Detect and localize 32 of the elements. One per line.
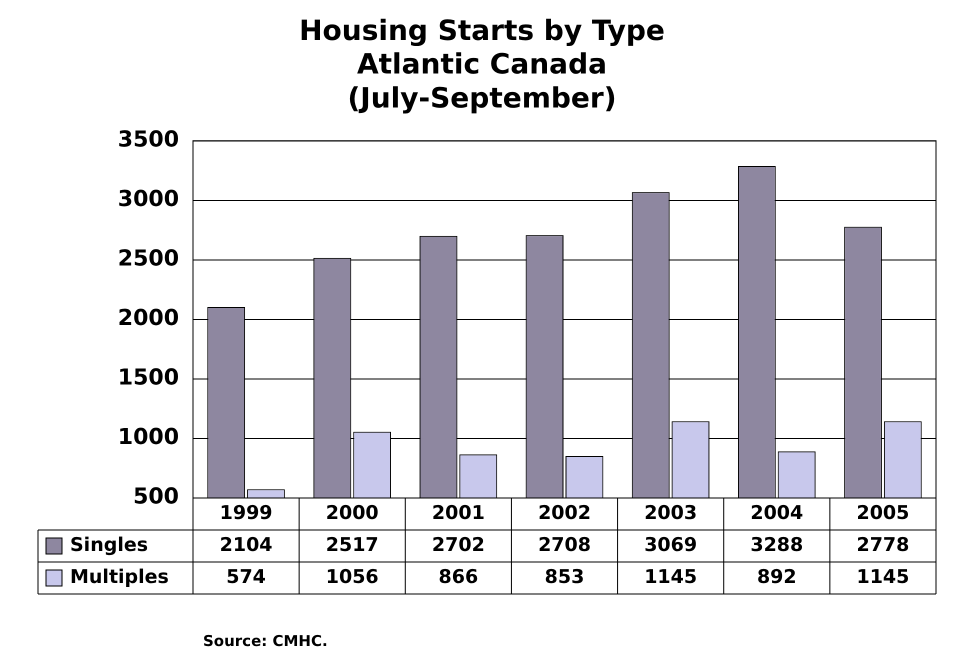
x-tick-label: 2002: [538, 502, 591, 524]
data-label: 3288: [750, 534, 804, 556]
data-label: 2708: [538, 534, 591, 556]
chart-title: Housing Starts by Type Atlantic Canada (July-September): [299, 14, 665, 114]
y-tick-label: 2500: [118, 246, 179, 272]
y-tick-label: 1000: [118, 425, 179, 450]
x-tick-label: 2001: [432, 502, 485, 524]
x-tick-label: 2004: [750, 502, 804, 524]
x-tick-label: 1999: [220, 502, 273, 524]
data-label: 2778: [856, 534, 910, 556]
data-label: 1145: [644, 566, 698, 588]
source-note: Source: CMHC.: [203, 632, 328, 650]
y-tick-label: 1500: [118, 366, 179, 391]
data-label: 1145: [856, 566, 910, 588]
data-label: 892: [756, 566, 797, 588]
data-label: 574: [226, 566, 266, 588]
x-tick-label: 2003: [644, 502, 698, 524]
data-label: 853: [544, 566, 584, 588]
data-label: 2517: [326, 534, 379, 556]
legend-label: Singles: [70, 534, 148, 556]
y-tick-label: 3500: [118, 128, 179, 153]
data-label: 3069: [644, 534, 698, 556]
data-label: 866: [438, 566, 478, 588]
y-tick-label: 2000: [118, 306, 179, 332]
x-tick-label: 2005: [856, 502, 910, 524]
data-label: 1056: [326, 566, 379, 588]
data-label: 2104: [220, 534, 273, 556]
x-tick-label: 2000: [326, 502, 379, 524]
y-tick-label: 3000: [118, 187, 179, 212]
data-label: 2702: [432, 534, 485, 556]
y-tick-label: 500: [133, 484, 179, 510]
legend-label: Multiples: [70, 566, 169, 588]
